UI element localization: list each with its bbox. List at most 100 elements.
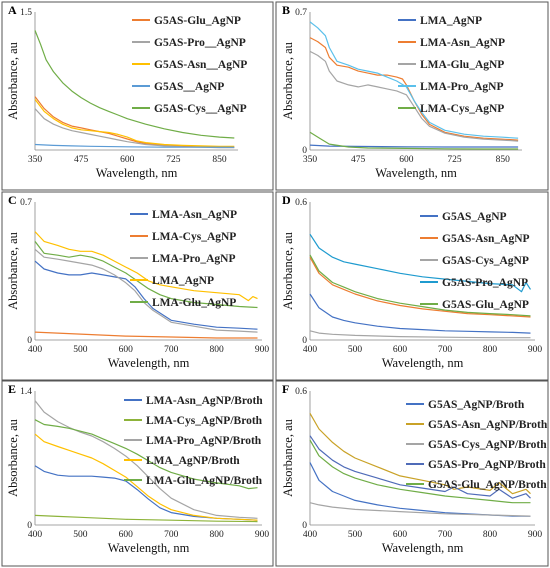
x-tick-label: 800 [209,530,224,540]
series-line-lma-cys-agnp [309,131,519,150]
panel-a: A 350 475 600 725 850 1.5 Wavelength, nm Absorba… [1,1,274,191]
x-tick-label: 850 [212,155,227,165]
legend-label: LMA-Cys_AgNP [420,103,504,115]
panel-frame [1,191,274,381]
legend-label: LMA-Cys_AgNP [152,231,236,243]
x-tick-label: 475 [74,155,89,165]
x-tick-label: 475 [351,155,366,165]
legend-label: G5AS-Cys_AgNP/Broth [428,439,547,451]
panel-b: B 350 475 600 725 850 0.7 0 Wavelength, nm Absorb… [275,1,549,191]
x-tick-label: 725 [447,155,462,165]
x-tick-label: 350 [303,155,318,165]
x-axis-title: Wavelength, nm [382,356,464,370]
x-tick-label: 800 [483,530,498,540]
legend-label: G5AS-Cys_AgNP [442,255,529,267]
panel-e: E 400 500 600 700 800 900 1.4 0 Wavelength, nm Abs… [1,380,274,567]
series-line-lma-pro-agnp [309,21,519,139]
series-line-g5as-glu-agnp-broth [309,439,531,504]
legend-label: LMA-Asn_AgNP/Broth [146,395,263,407]
legend-label: LMA-Asn_AgNP [420,37,505,49]
x-tick-label: 850 [496,155,511,165]
series-line-g5as-agnp [309,293,531,334]
legend-label: LMA-Asn_AgNP [152,209,237,221]
series-line-g5as-asn-agnp-broth [309,413,531,495]
series-line-lma-pro-agnp [34,248,258,333]
y-tick-label: 0 [27,521,32,531]
x-axis-title: Wavelength, nm [108,356,190,370]
legend-label: LMA-Glu_AgNP [420,59,504,71]
x-tick-label: 700 [438,530,453,540]
series-line-lma-asn-agnp [34,260,258,330]
x-tick-label: 600 [119,530,134,540]
x-axis-title: Wavelength, nm [382,541,464,555]
x-tick-label: 900 [255,345,270,355]
y-axis-title: Absorbance, au [6,418,20,496]
legend-label: LMA-Glu_AgNP/Broth [146,475,263,487]
x-tick-label: 600 [399,155,414,165]
x-axis-title: Wavelength, nm [375,166,457,180]
x-tick-label: 600 [393,530,408,540]
panel-frame [275,191,549,381]
x-tick-label: 700 [164,530,179,540]
x-tick-label: 600 [119,345,134,355]
x-tick-label: 725 [166,155,181,165]
series-line-g5as-glu-agnp [309,254,531,317]
x-tick-label: 600 [393,345,408,355]
x-tick-label: 500 [73,345,88,355]
x-tick-label: 400 [303,345,318,355]
y-tick-label: 0 [302,146,307,156]
panel-f: F 400 500 600 700 800 900 0.6 0 Wavelength, nm Abs… [275,380,549,567]
x-tick-label: 400 [28,345,43,355]
y-axis-title: Absorbance, au [6,41,20,119]
series-line-lma-cys-agnp [34,331,258,339]
y-axis-title: Absorbance, au [281,418,295,496]
legend-label: G5AS-Asn_AgNP [442,233,530,245]
x-tick-label: 900 [528,530,543,540]
y-tick-label: 1.5 [20,8,32,18]
panel-frame [275,380,549,567]
legend-label: G5AS-Glu_AgNP [154,15,241,27]
y-axis-title: Absorbance, au [281,41,295,119]
legend-label: LMA-Pro_AgNP/Broth [146,435,262,447]
y-tick-label: 0 [302,336,307,346]
legend-label: G5AS-Cys__AgNP [154,103,247,115]
panel-d: D 400 500 600 700 800 900 0.6 0 Wavelength, nm Abs… [275,191,549,381]
x-tick-label: 400 [303,530,318,540]
series-line-g5as-cys-agnp [34,30,235,139]
panel-letter: E [8,382,16,396]
legend-label: G5AS__AgNP [154,81,224,93]
series-line-lma-pro-agnp-broth [34,400,258,519]
legend-label: LMA-Glu_AgNP [152,297,236,309]
legend-label: LMA-Pro_AgNP [420,81,503,93]
series-line-g5as-pro-agnp-broth [309,435,531,499]
legend-label: G5AS-Pro_AgNP [442,277,528,289]
legend-label: G5AS-Glu_AgNP/Broth [428,479,547,491]
y-tick-label: 0.6 [295,198,307,208]
legend-label: G5AS-Asn_AgNP/Broth [428,419,548,431]
panel-letter: F [282,382,289,396]
x-tick-label: 900 [255,530,270,540]
y-axis-title: Absorbance, au [281,231,295,309]
series-line-g5as-asn-agnp [309,256,531,318]
y-tick-label: 0 [302,521,307,531]
y-axis-title: Absorbance, au [6,231,20,309]
y-tick-label: 0 [27,336,32,346]
panel-c: C 400 500 600 700 800 900 0.7 0 Wavelength, nm Abs… [1,191,274,381]
x-axis-title: Wavelength, nm [108,541,190,555]
series-line-g5as-cys-agnp [309,330,531,339]
x-tick-label: 800 [483,345,498,355]
x-tick-label: 800 [209,345,224,355]
series-line-lma-cys-agnp-broth [34,514,258,523]
panel-letter: B [282,3,290,17]
y-tick-label: 0.7 [295,8,307,18]
series-line-lma-glu-agnp [34,241,258,309]
series-line-lma-asn-agnp [309,37,519,141]
legend-label: LMA-Cys_AgNP/Broth [146,415,263,427]
series-line-lma-glu-agnp [309,50,519,142]
x-tick-label: 600 [120,155,135,165]
legend-label: LMA_AgNP/Broth [146,455,240,467]
legend-label: LMA_AgNP [152,275,214,287]
x-tick-label: 350 [28,155,43,165]
panel-letter: C [8,193,17,207]
